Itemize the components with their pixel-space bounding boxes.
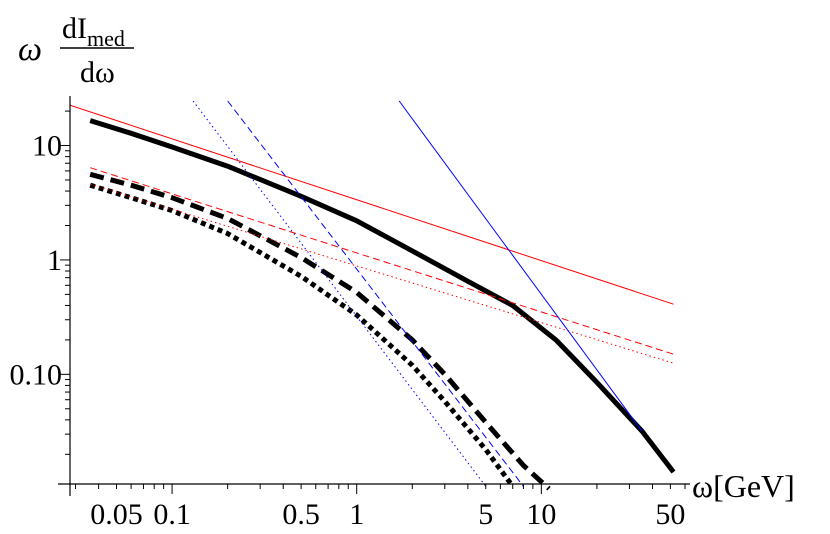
y-axis-title-numerator: dImed <box>62 12 125 51</box>
series-line-black-dotted <box>89 182 515 488</box>
y-axis-title-numerator-main: dI <box>62 12 87 45</box>
series-line-blue-dashed <box>227 100 524 487</box>
series-line-black-dashed <box>89 171 551 491</box>
y-tick-label: 10 <box>32 130 62 163</box>
series-line-black-solid <box>89 118 676 474</box>
x-tick-label: 0.1 <box>153 498 191 531</box>
y-tick-label: 1 <box>47 244 62 277</box>
axes: 0.05 0.1 0.5 1 5 10 50 0.10 1 10 <box>10 96 690 531</box>
series-line-red-solid <box>70 104 674 305</box>
y-axis-title-denominator: dω <box>80 56 115 89</box>
y-axis-title-numerator-sub: med <box>87 26 125 51</box>
y-axis-title: ω dImed dω <box>18 12 134 89</box>
x-tick-label: 10 <box>526 498 556 531</box>
ticks <box>60 110 686 494</box>
series-line-red-dashed <box>90 167 674 355</box>
series-line-blue-solid <box>398 100 643 432</box>
x-tick-label: 0.5 <box>282 498 320 531</box>
y-axis-title-prefix: ω <box>18 31 42 68</box>
x-tick-label: 5 <box>478 498 493 531</box>
x-tick-label: 0.05 <box>90 498 143 531</box>
tick-labels: 0.05 0.1 0.5 1 5 10 50 0.10 1 10 <box>10 130 686 531</box>
y-tick-label: 0.10 <box>10 358 63 391</box>
x-axis-title: ω[GeV] <box>692 468 795 504</box>
series-layer <box>70 100 676 491</box>
x-tick-label: 50 <box>655 498 685 531</box>
x-tick-label: 1 <box>349 498 364 531</box>
